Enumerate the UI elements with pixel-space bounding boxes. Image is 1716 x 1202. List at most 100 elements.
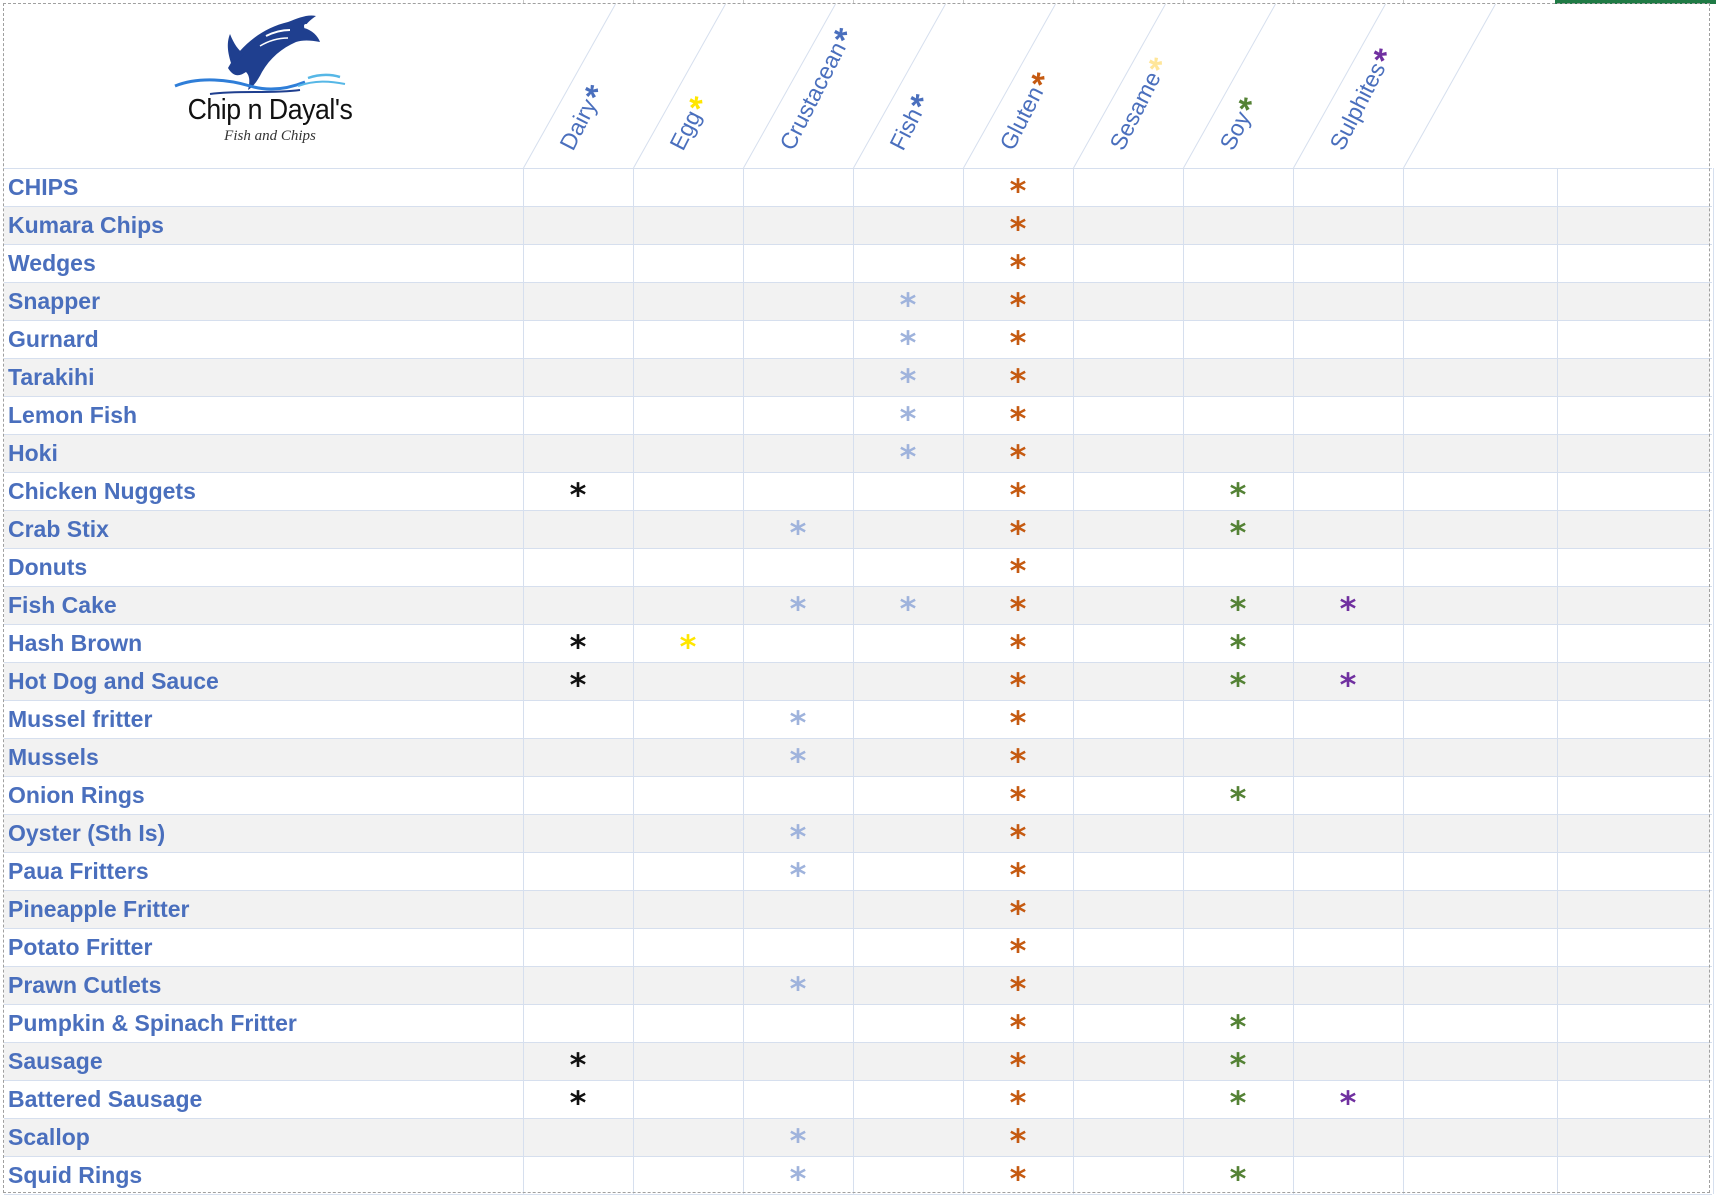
allergen-header-label: Soy*: [1206, 89, 1270, 156]
fish-logo-icon: [174, 15, 346, 95]
allergen-mark: *: [789, 704, 807, 742]
allergen-name: Dairy: [554, 94, 602, 155]
table-row: [4, 586, 1710, 624]
menu-item-label: CHIPS: [8, 174, 79, 200]
allergen-mark: *: [1009, 210, 1027, 248]
menu-item-label: Snapper: [8, 288, 101, 314]
header-slant-line: [963, 3, 1056, 169]
allergen-mark: *: [1009, 932, 1027, 970]
allergen-mark: *: [1229, 476, 1247, 514]
allergen-name: Gluten: [994, 82, 1049, 155]
allergen-mark: *: [899, 286, 917, 324]
menu-item-label: Chicken Nuggets: [8, 478, 196, 504]
allergen-mark: *: [789, 514, 807, 552]
allergen-mark: *: [1009, 1122, 1027, 1160]
menu-item-label: Gurnard: [8, 326, 99, 352]
allergen-mark: *: [1229, 1084, 1247, 1122]
menu-item-label: Lemon Fish: [8, 402, 138, 428]
allergen-mark: *: [1009, 1008, 1027, 1046]
allergen-mark: *: [1009, 1046, 1027, 1084]
table-row: [4, 662, 1710, 700]
allergen-mark: *: [1009, 666, 1027, 704]
allergen-mark: *: [899, 324, 917, 362]
allergen-mark: *: [899, 590, 917, 628]
allergen-name: Fish: [884, 103, 928, 155]
allergen-header-label: Egg*: [656, 88, 721, 156]
menu-item-label: Fish Cake: [8, 592, 117, 618]
allergen-mark: *: [1229, 666, 1247, 704]
allergen-header: Crustacean*: [743, 0, 866, 168]
allergen-mark: *: [1229, 514, 1247, 552]
menu-item-label: Potato Fritter: [8, 934, 153, 960]
allergen-mark: *: [1009, 894, 1027, 932]
menu-item-label: Battered Sausage: [8, 1086, 203, 1112]
allergen-mark: *: [1229, 1008, 1247, 1046]
header-slant-line: [1293, 3, 1386, 169]
menu-item-label: Tarakihi: [8, 364, 95, 390]
brand-logo: Chip n Dayal's Fish and Chips: [170, 6, 370, 156]
allergen-header: Sulphites*: [1293, 0, 1405, 168]
header-slant-line: [1403, 3, 1496, 169]
allergen-mark: *: [1339, 590, 1357, 628]
table-row: [4, 510, 1710, 548]
menu-item-label: Mussels: [8, 744, 99, 770]
brand-name: Chip n Dayal's: [187, 94, 353, 126]
allergen-mark: *: [1009, 590, 1027, 628]
header-slant-line: [1183, 3, 1276, 169]
allergen-name: Sesame: [1104, 67, 1166, 155]
menu-item-label: Wedges: [8, 250, 96, 276]
allergen-mark: *: [1009, 324, 1027, 362]
menu-item-label: Prawn Cutlets: [8, 972, 162, 998]
menu-item-label: Oyster (Sth Is): [8, 820, 166, 846]
allergen-mark: *: [1229, 628, 1247, 666]
menu-item-label: Mussel fritter: [8, 706, 153, 732]
menu-item-label: Pineapple Fritter: [8, 896, 190, 922]
allergen-mark: *: [1229, 1160, 1247, 1198]
menu-item-label: Paua Fritters: [8, 858, 149, 884]
allergen-mark: *: [1009, 248, 1027, 286]
menu-item-label: Crab Stix: [8, 516, 109, 542]
allergen-mark: *: [789, 1160, 807, 1198]
allergen-mark: *: [1009, 970, 1027, 1008]
table-row: [4, 1042, 1710, 1080]
allergen-mark: *: [1009, 438, 1027, 476]
table-row: [4, 282, 1710, 320]
allergen-mark: *: [1009, 780, 1027, 818]
allergen-mark: *: [1009, 400, 1027, 438]
allergen-mark: *: [1009, 818, 1027, 856]
menu-item-label: Sausage: [8, 1048, 103, 1074]
allergen-header-label: Fish*: [876, 86, 942, 156]
menu-item-label: Hot Dog and Sauce: [8, 668, 219, 694]
allergen-mark: *: [679, 628, 697, 666]
allergen-mark: *: [1339, 666, 1357, 704]
allergen-mark: *: [899, 400, 917, 438]
allergen-mark: *: [569, 628, 587, 666]
allergen-mark: *: [1009, 362, 1027, 400]
table-row: [4, 738, 1710, 776]
allergen-name: Soy: [1214, 107, 1256, 155]
allergen-header: Egg*: [633, 0, 743, 168]
allergen-mark: *: [1009, 628, 1027, 666]
allergen-mark: *: [789, 590, 807, 628]
menu-item-label: Hoki: [8, 440, 58, 466]
menu-item-label: Hash Brown: [8, 630, 143, 656]
allergen-mark: *: [789, 1122, 807, 1160]
allergen-mark: *: [1009, 704, 1027, 742]
allergen-header-label: Dairy*: [546, 77, 616, 156]
allergen-header-label: Crustacean*: [766, 20, 866, 156]
allergen-mark: *: [1009, 172, 1027, 210]
allergen-mark: *: [789, 742, 807, 780]
header-slant-line: [523, 3, 616, 169]
header-slant-line: [743, 3, 836, 169]
table-row: [4, 890, 1710, 928]
table-row: [4, 1118, 1710, 1156]
allergen-mark: *: [569, 1046, 587, 1084]
allergen-mark: *: [1229, 590, 1247, 628]
allergen-header-label: Sulphites*: [1316, 40, 1405, 156]
table-row: [4, 434, 1710, 472]
allergen-header: Gluten*: [963, 0, 1073, 168]
allergen-name: Crustacean: [774, 37, 851, 155]
allergen-mark: *: [1229, 780, 1247, 818]
